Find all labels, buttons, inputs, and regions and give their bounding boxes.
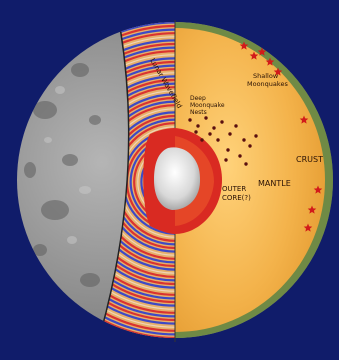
deep-moonquake-dot: [188, 118, 192, 122]
deep-moonquake-dot: [226, 148, 230, 152]
shallow-moonquake-star-icon: [307, 205, 317, 214]
shallow-moonquake-stars: [239, 41, 323, 232]
shallow-moonquake-star-icon: [249, 51, 259, 60]
shallow-moonquake-star-icon: [299, 115, 309, 124]
wave-arc: [98, 82, 175, 282]
deep-nests-label-3: Nests: [190, 109, 207, 116]
deep-moonquake-dot: [238, 154, 242, 158]
deep-moonquake-dot: [208, 132, 212, 136]
deep-moonquake-dot: [220, 120, 224, 124]
deep-moonquake-dot: [204, 116, 208, 120]
wave-arc: [98, 93, 175, 271]
shallow-label-1: Shallow: [253, 72, 279, 80]
shallow-moonquake-star-icon: [273, 67, 283, 76]
deep-moonquake-dot: [244, 162, 248, 166]
deep-moonquake-dot: [212, 126, 216, 130]
outer-core-label-1: OUTER: [222, 185, 246, 193]
mantle-layer: [175, 28, 325, 332]
deep-moonquake-dot: [196, 124, 200, 128]
deep-moonquake-dot: [254, 134, 258, 138]
shallow-moonquake-star-icon: [303, 223, 313, 232]
deep-moonquake-dot: [242, 138, 246, 142]
surface-craters: [24, 63, 101, 287]
wave-arc: [98, 90, 175, 274]
wave-arc: [98, 86, 175, 278]
deep-moonquake-dot: [224, 158, 228, 162]
crust-label: CRUST: [296, 155, 323, 164]
shallow-moonquake-star-icon: [313, 185, 323, 194]
shallow-moonquake-star-icon: [239, 41, 249, 50]
deep-nests-label-2: Moonquake: [190, 102, 225, 109]
wedge-edge: [97, 26, 130, 338]
wave-arc: [98, 96, 175, 268]
deep-moonquake-dot: [216, 138, 220, 142]
surface-highlights: [44, 86, 91, 244]
deep-moonquake-dot: [234, 124, 238, 128]
deep-nests-label-1: Deep: [190, 95, 206, 102]
wave-arc: [98, 100, 175, 264]
shallow-moonquake-star-icon: [257, 47, 267, 56]
mantle-label: MANTLE: [258, 179, 291, 188]
shallow-label-2: Moonquakes: [247, 80, 288, 88]
deep-moonquake-dot: [200, 138, 204, 142]
deep-moonquake-dot: [194, 130, 198, 134]
shallow-moonquake-star-icon: [265, 57, 275, 66]
deep-moonquake-dot: [228, 132, 232, 136]
inner-core: [154, 147, 201, 210]
deep-moonquake-dot: [248, 144, 252, 148]
deep-moonquake-cluster: [188, 116, 258, 166]
outer-core-label-2: CORE(?): [222, 194, 251, 202]
wave-arc: [98, 78, 175, 286]
